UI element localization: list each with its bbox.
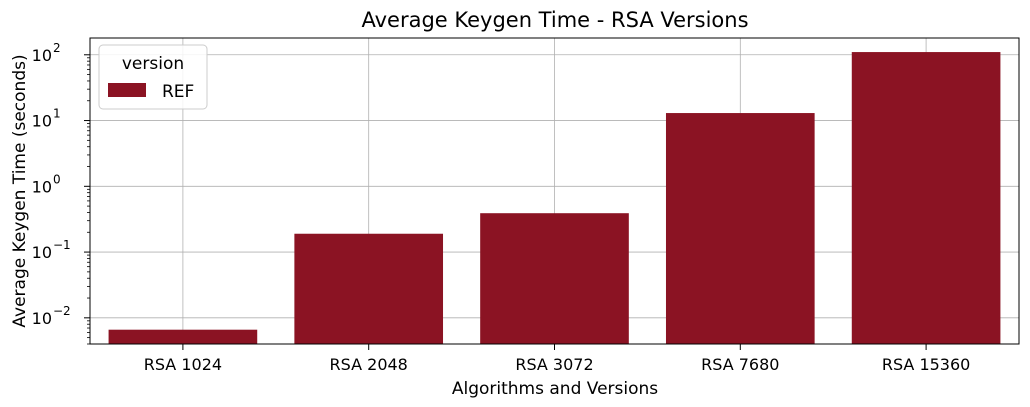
y-tick-label: 10 bbox=[32, 243, 52, 262]
y-tick-label: 10 bbox=[32, 112, 52, 131]
x-tick-label: RSA 1024 bbox=[144, 355, 222, 374]
y-tick-label: 10 bbox=[32, 46, 52, 65]
legend-swatch bbox=[108, 83, 146, 97]
y-tick-exponent: −2 bbox=[53, 304, 71, 318]
y-tick-exponent: 1 bbox=[53, 107, 61, 121]
y-tick-label: 10 bbox=[32, 309, 52, 328]
y-tick-label: 10 bbox=[32, 177, 52, 196]
bar bbox=[480, 213, 629, 344]
x-axis-label: Algorithms and Versions bbox=[452, 379, 658, 399]
chart-title: Average Keygen Time - RSA Versions bbox=[361, 8, 748, 32]
bar bbox=[851, 52, 1001, 345]
y-axis-label: Average Keygen Time (seconds) bbox=[10, 54, 30, 327]
legend-label: REF bbox=[162, 82, 194, 102]
legend-title: version bbox=[122, 54, 184, 74]
bars bbox=[108, 52, 1001, 345]
x-tick-label: RSA 7680 bbox=[701, 355, 779, 374]
bar bbox=[665, 113, 815, 345]
x-axis-ticks: RSA 1024 RSA 2048 RSA 3072 RSA 7680 RSA 1536… bbox=[144, 344, 971, 374]
y-tick-exponent: −1 bbox=[53, 238, 71, 252]
y-tick-exponent: 2 bbox=[53, 41, 61, 55]
bar bbox=[108, 329, 258, 344]
x-tick-label: RSA 2048 bbox=[330, 355, 408, 374]
x-tick-label: RSA 3072 bbox=[515, 355, 593, 374]
legend: version REF bbox=[98, 44, 208, 110]
x-tick-label: RSA 15360 bbox=[882, 355, 971, 374]
plot-frame bbox=[89, 37, 1020, 345]
bar bbox=[294, 233, 444, 344]
y-tick-exponent: 0 bbox=[53, 172, 61, 186]
